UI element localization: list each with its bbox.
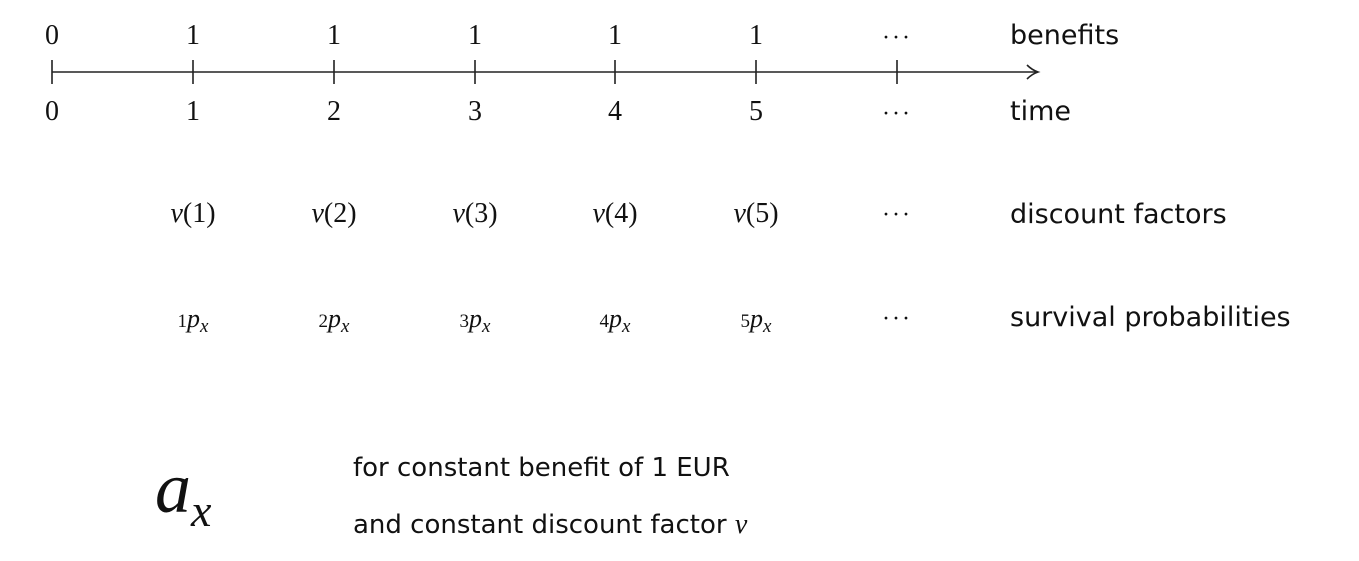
formula-note-line-1: for constant benefit of 1 EUR [353,453,730,483]
survival-probability-4: 4px [599,304,631,337]
discount-ellipsis: ··· [882,202,912,228]
time-value-5: 5 [749,96,763,127]
benefit-value-3: 1 [468,20,482,51]
axis-arrowhead [1026,64,1041,80]
benefit-value-1: 1 [186,20,200,51]
benefit-value-4: 1 [608,20,622,51]
time-value-1: 1 [186,96,200,127]
survival-probability-3: 3px [459,304,491,337]
survival-ellipsis: ··· [882,306,912,332]
survival-probability-2: 2px [318,304,350,337]
formula-note-line-2: and constant discount factor v [353,509,748,540]
time-value-0: 0 [45,96,59,127]
time-label: time [1010,96,1072,127]
benefit-ellipsis: ··· [882,25,912,51]
benefit-value-5: 1 [749,20,763,51]
discount-factor-4: v(4) [592,198,638,229]
survival-probability-1: 1px [177,304,209,337]
benefit-value-0: 0 [45,20,59,51]
benefits-label: benefits [1010,20,1120,51]
time-ellipsis: ··· [882,101,912,127]
survival-probabilities-label: survival probabilities [1010,302,1291,333]
discount-factor-5: v(5) [733,198,779,229]
survival-probability-5: 5px [740,304,772,337]
discount-factor-3: v(3) [452,198,498,229]
benefit-value-2: 1 [327,20,341,51]
time-value-3: 3 [468,96,482,127]
discount-factor-1: v(1) [170,198,216,229]
discount-factors-label: discount factors [1010,199,1227,230]
discount-factor-2: v(2) [311,198,357,229]
time-value-2: 2 [327,96,341,127]
annuity-symbol: ax [155,448,212,536]
time-value-4: 4 [608,96,622,127]
